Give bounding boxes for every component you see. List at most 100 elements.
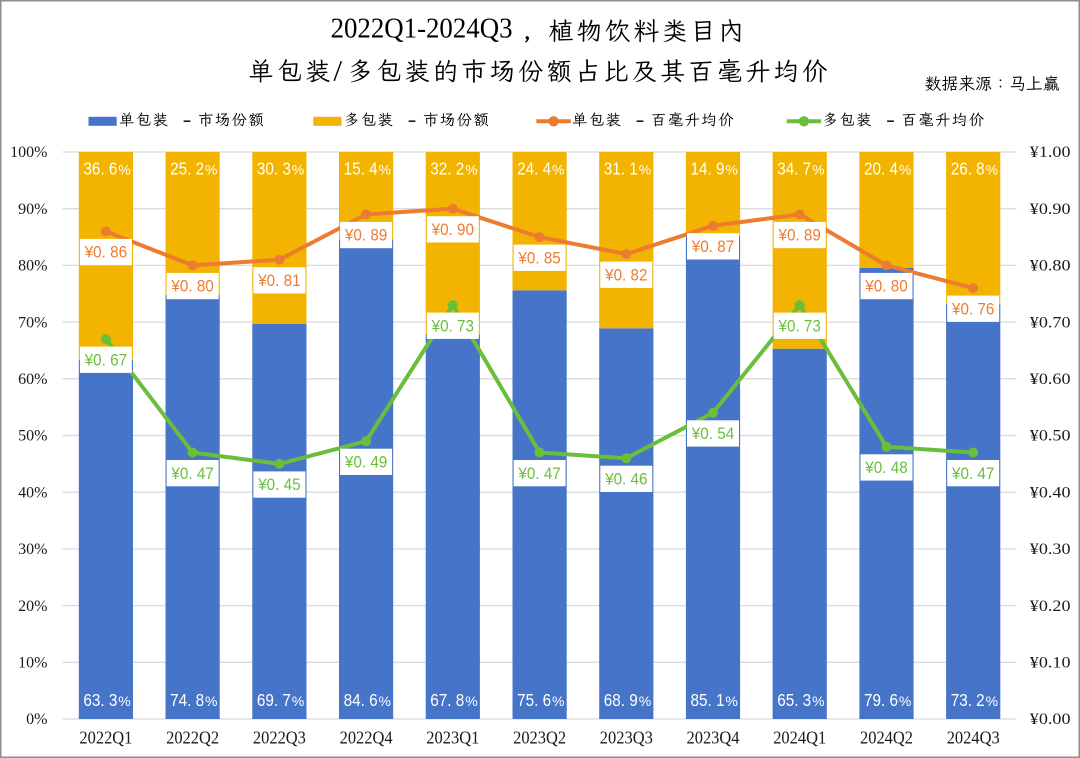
svg-text:67. 8: 67. 8 bbox=[430, 690, 464, 710]
svg-text:%: % bbox=[205, 162, 217, 178]
svg-text:¥0. 80: ¥0. 80 bbox=[864, 277, 907, 296]
svg-text:2024Q1: 2024Q1 bbox=[773, 728, 826, 748]
svg-text:¥0.20: ¥0.20 bbox=[1030, 598, 1071, 615]
svg-text:2022Q3: 2022Q3 bbox=[253, 728, 306, 748]
svg-text:79. 6: 79. 6 bbox=[864, 690, 898, 710]
svg-text:¥0.10: ¥0.10 bbox=[1030, 655, 1071, 672]
svg-text:75. 6: 75. 6 bbox=[517, 690, 551, 710]
svg-text:¥0. 86: ¥0. 86 bbox=[84, 243, 127, 262]
svg-text:2023Q3: 2023Q3 bbox=[600, 728, 653, 748]
svg-text:¥0. 48: ¥0. 48 bbox=[864, 458, 907, 477]
svg-text:¥0. 46: ¥0. 46 bbox=[604, 470, 647, 489]
svg-text:100%: 100% bbox=[10, 144, 47, 161]
svg-text:¥0. 85: ¥0. 85 bbox=[518, 248, 561, 267]
svg-text:¥0. 81: ¥0. 81 bbox=[257, 271, 300, 290]
svg-text:31. 1: 31. 1 bbox=[604, 159, 638, 179]
svg-text:10%: 10% bbox=[18, 655, 47, 672]
svg-text:85. 1: 85. 1 bbox=[691, 690, 725, 710]
svg-text:%: % bbox=[812, 693, 824, 709]
svg-text:%: % bbox=[639, 162, 651, 178]
svg-text:%: % bbox=[725, 162, 737, 178]
svg-text:¥0.00: ¥0.00 bbox=[1030, 711, 1071, 728]
svg-text:30. 3: 30. 3 bbox=[257, 159, 291, 179]
svg-text:%: % bbox=[986, 693, 998, 709]
svg-text:20. 4: 20. 4 bbox=[864, 159, 898, 179]
svg-text:¥0. 89: ¥0. 89 bbox=[344, 226, 387, 245]
svg-text:26. 8: 26. 8 bbox=[951, 159, 985, 179]
svg-text:60%: 60% bbox=[18, 371, 47, 388]
svg-text:¥0.30: ¥0.30 bbox=[1030, 541, 1071, 558]
svg-text:40%: 40% bbox=[18, 484, 47, 501]
svg-text:2022Q1: 2022Q1 bbox=[79, 728, 132, 748]
svg-text:¥0. 47: ¥0. 47 bbox=[518, 464, 561, 483]
svg-text:¥0.70: ¥0.70 bbox=[1030, 314, 1071, 331]
svg-text:2023Q4: 2023Q4 bbox=[687, 728, 740, 748]
svg-text:¥0. 54: ¥0. 54 bbox=[691, 424, 734, 443]
svg-text:%: % bbox=[899, 162, 911, 178]
svg-text:%: % bbox=[899, 693, 911, 709]
svg-text:32. 2: 32. 2 bbox=[430, 159, 464, 179]
svg-text:0%: 0% bbox=[26, 711, 47, 728]
svg-text:74. 8: 74. 8 bbox=[170, 690, 204, 710]
svg-text:%: % bbox=[379, 162, 391, 178]
svg-text:68. 9: 68. 9 bbox=[604, 690, 638, 710]
svg-text:¥0. 73: ¥0. 73 bbox=[431, 316, 474, 335]
svg-text:%: % bbox=[552, 162, 564, 178]
svg-text:%: % bbox=[465, 162, 477, 178]
svg-text:%: % bbox=[725, 693, 737, 709]
svg-text:73. 2: 73. 2 bbox=[951, 690, 985, 710]
svg-text:¥0. 90: ¥0. 90 bbox=[431, 220, 474, 239]
svg-text:¥0. 67: ¥0. 67 bbox=[84, 350, 127, 369]
svg-text:¥0. 87: ¥0. 87 bbox=[691, 237, 734, 256]
svg-text:¥0.90: ¥0.90 bbox=[1030, 201, 1071, 218]
svg-text:15. 4: 15. 4 bbox=[344, 159, 378, 179]
svg-text:¥0. 47: ¥0. 47 bbox=[171, 464, 214, 483]
svg-text:69. 7: 69. 7 bbox=[257, 690, 291, 710]
svg-text:%: % bbox=[812, 162, 824, 178]
svg-text:2022Q4: 2022Q4 bbox=[340, 728, 393, 748]
svg-text:%: % bbox=[118, 162, 130, 178]
svg-text:80%: 80% bbox=[18, 258, 47, 275]
svg-text:%: % bbox=[465, 693, 477, 709]
svg-text:¥0.60: ¥0.60 bbox=[1030, 371, 1071, 388]
svg-text:2023Q1: 2023Q1 bbox=[426, 728, 479, 748]
svg-text:%: % bbox=[118, 693, 130, 709]
svg-text:50%: 50% bbox=[18, 428, 47, 445]
svg-text:25. 2: 25. 2 bbox=[170, 159, 204, 179]
svg-text:84. 6: 84. 6 bbox=[344, 690, 378, 710]
svg-text:63. 3: 63. 3 bbox=[83, 690, 117, 710]
svg-text:¥0. 45: ¥0. 45 bbox=[257, 475, 300, 494]
svg-text:%: % bbox=[986, 162, 998, 178]
svg-text:¥0. 80: ¥0. 80 bbox=[171, 277, 214, 296]
svg-text:¥0. 47: ¥0. 47 bbox=[951, 464, 994, 483]
svg-text:%: % bbox=[552, 693, 564, 709]
svg-text:%: % bbox=[639, 693, 651, 709]
svg-text:36. 6: 36. 6 bbox=[83, 159, 117, 179]
svg-text:¥0. 76: ¥0. 76 bbox=[951, 299, 994, 318]
svg-text:¥0.50: ¥0.50 bbox=[1030, 428, 1071, 445]
svg-text:2023Q2: 2023Q2 bbox=[513, 728, 566, 748]
svg-text:¥0.40: ¥0.40 bbox=[1030, 484, 1071, 501]
svg-text:2024Q3: 2024Q3 bbox=[947, 728, 1000, 748]
svg-text:90%: 90% bbox=[18, 201, 47, 218]
svg-text:%: % bbox=[205, 693, 217, 709]
svg-text:%: % bbox=[292, 162, 304, 178]
svg-text:¥0. 73: ¥0. 73 bbox=[778, 316, 821, 335]
svg-text:¥0. 49: ¥0. 49 bbox=[344, 453, 387, 472]
svg-text:14. 9: 14. 9 bbox=[691, 159, 725, 179]
svg-text:¥1.00: ¥1.00 bbox=[1030, 144, 1071, 161]
svg-text:%: % bbox=[379, 693, 391, 709]
svg-text:70%: 70% bbox=[18, 314, 47, 331]
svg-text:¥0. 82: ¥0. 82 bbox=[604, 265, 647, 284]
svg-text:24. 4: 24. 4 bbox=[517, 159, 551, 179]
svg-text:¥0. 89: ¥0. 89 bbox=[778, 226, 821, 245]
svg-text:30%: 30% bbox=[18, 541, 47, 558]
svg-text:%: % bbox=[292, 693, 304, 709]
svg-text:65. 3: 65. 3 bbox=[777, 690, 811, 710]
svg-text:2022Q2: 2022Q2 bbox=[166, 728, 219, 748]
svg-text:20%: 20% bbox=[18, 598, 47, 615]
svg-text:2024Q2: 2024Q2 bbox=[860, 728, 913, 748]
svg-text:34. 7: 34. 7 bbox=[777, 159, 811, 179]
svg-text:2022Q1-2024Q3: 2022Q1-2024Q3 bbox=[331, 13, 513, 44]
svg-text:¥0.80: ¥0.80 bbox=[1030, 258, 1071, 275]
